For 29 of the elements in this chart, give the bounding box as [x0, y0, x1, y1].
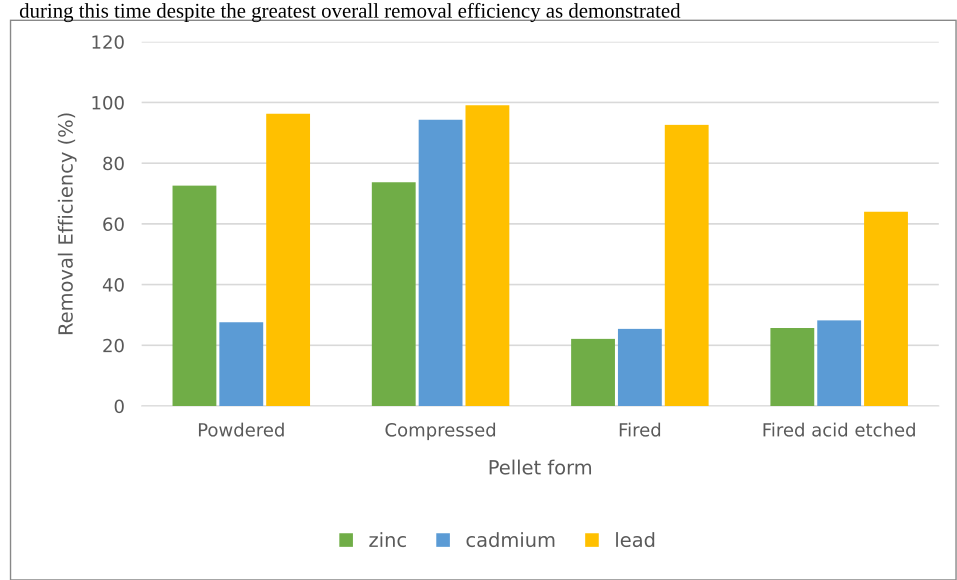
- bar: [770, 328, 814, 406]
- bar: [817, 320, 862, 406]
- y-tick-label: 60: [103, 217, 124, 231]
- bar: [864, 212, 908, 406]
- bar: [664, 124, 709, 406]
- bar: [172, 186, 216, 406]
- x-tick-label: Compressed: [385, 422, 496, 440]
- y-axis-title: Removal Efficiency (%): [58, 113, 77, 334]
- legend-label: lead: [616, 532, 654, 548]
- bar: [571, 338, 615, 406]
- x-tick-label: Fired acid etched: [764, 422, 915, 437]
- legend-label: zinc: [369, 532, 406, 548]
- y-tick-label: 80: [103, 156, 124, 170]
- legend-label: cadmium: [466, 532, 554, 548]
- text: during this time despite the greatest overall removal efficiency as demonstrated: [20, 2, 680, 22]
- x-tick-label: Powdered: [198, 422, 284, 437]
- bar: [219, 322, 264, 406]
- bar: [465, 105, 510, 406]
- x-tick-label: Fired: [620, 422, 660, 437]
- y-tick-label: 0: [114, 399, 124, 414]
- bar: [372, 182, 416, 406]
- bar: [618, 328, 662, 406]
- x-axis-title: Pellet form: [490, 460, 592, 475]
- y-tick-label: 120: [92, 35, 124, 49]
- bar: [266, 114, 310, 406]
- y-tick-label: 100: [92, 96, 124, 110]
- bar: [418, 120, 462, 406]
- y-tick-label: 40: [102, 278, 124, 292]
- y-tick-label: 20: [103, 338, 124, 352]
